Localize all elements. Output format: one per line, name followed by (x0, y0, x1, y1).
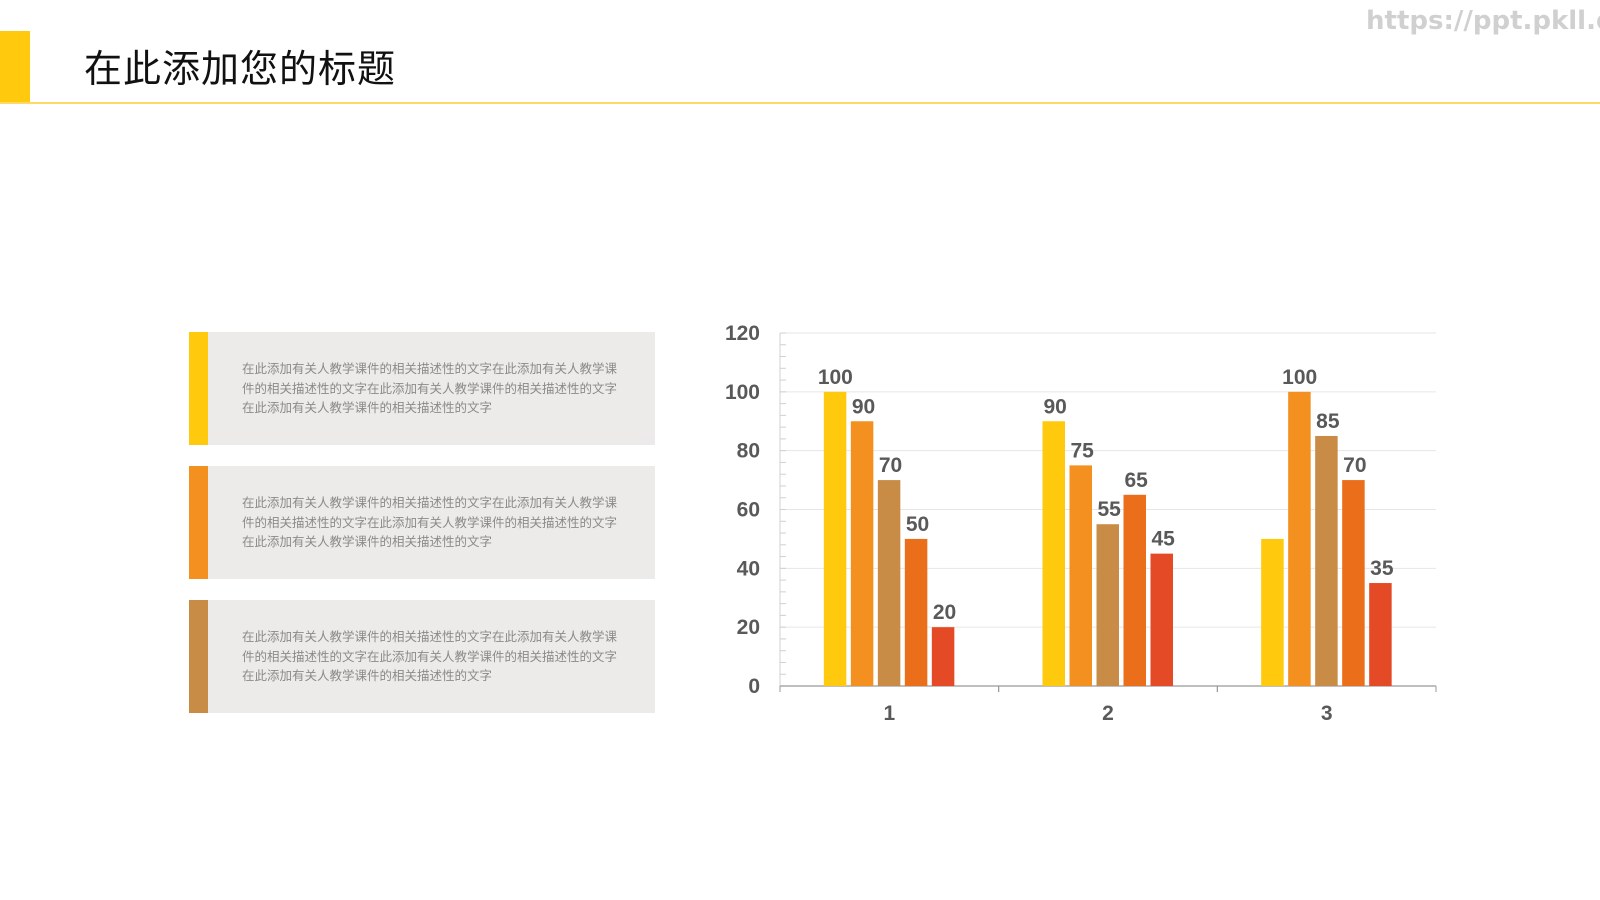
data-label: 70 (1343, 454, 1366, 477)
data-label: 45 (1152, 528, 1176, 551)
y-tick-label: 0 (748, 675, 760, 698)
watermark: https://ppt.pkll.de (1366, 6, 1600, 36)
data-label: 50 (906, 513, 929, 536)
text-box-text: 在此添加有关人教学课件的相关描述性的文字在此添加有关人教学课件的相关描述性的文字… (242, 629, 618, 683)
x-tick-label: 2 (1102, 702, 1114, 725)
y-tick-label: 100 (725, 381, 760, 404)
text-box-3: 在此添加有关人教学课件的相关描述性的文字在此添加有关人教学课件的相关描述性的文字… (189, 600, 655, 713)
bar (1042, 421, 1065, 686)
title-accent-block (0, 31, 30, 103)
bar (904, 538, 928, 686)
bar (823, 391, 847, 686)
header-divider (0, 102, 1600, 104)
data-label: 65 (1125, 469, 1149, 492)
text-box-accent (189, 332, 208, 445)
bar (1123, 494, 1146, 686)
bar (1150, 553, 1173, 686)
page-title: 在此添加您的标题 (84, 47, 397, 91)
bar (850, 421, 874, 686)
data-label: 90 (852, 395, 875, 418)
bar (1261, 538, 1284, 686)
data-label: 85 (1316, 410, 1340, 433)
y-tick-label: 80 (737, 440, 760, 463)
y-tick-label: 60 (737, 499, 760, 522)
bar (877, 480, 901, 686)
text-box-accent (189, 600, 208, 713)
text-box-text: 在此添加有关人教学课件的相关描述性的文字在此添加有关人教学课件的相关描述性的文字… (242, 361, 618, 415)
y-tick-label: 20 (737, 616, 760, 639)
text-box-1: 在此添加有关人教学课件的相关描述性的文字在此添加有关人教学课件的相关描述性的文字… (189, 332, 655, 445)
data-label: 90 (1044, 395, 1067, 418)
text-box-accent (189, 466, 208, 579)
text-box-text: 在此添加有关人教学课件的相关描述性的文字在此添加有关人教学课件的相关描述性的文字… (242, 495, 618, 549)
bar (931, 627, 955, 686)
data-label: 75 (1071, 439, 1095, 462)
data-label: 100 (1282, 366, 1317, 389)
bar (1288, 391, 1311, 686)
data-label: 70 (879, 454, 902, 477)
x-tick-label: 3 (1321, 702, 1333, 725)
data-label: 20 (933, 601, 956, 624)
bar (1096, 524, 1119, 686)
bar (1315, 435, 1338, 686)
x-tick-label: 1 (883, 702, 895, 725)
data-label: 100 (818, 366, 853, 389)
bar (1369, 583, 1392, 686)
text-box-2: 在此添加有关人教学课件的相关描述性的文字在此添加有关人教学课件的相关描述性的文字… (189, 466, 655, 579)
bar (1069, 465, 1092, 686)
data-label: 55 (1098, 498, 1122, 521)
y-tick-label: 40 (737, 557, 760, 580)
data-label: 35 (1370, 557, 1394, 580)
bar (1342, 480, 1365, 686)
y-tick-label: 120 (725, 322, 760, 345)
